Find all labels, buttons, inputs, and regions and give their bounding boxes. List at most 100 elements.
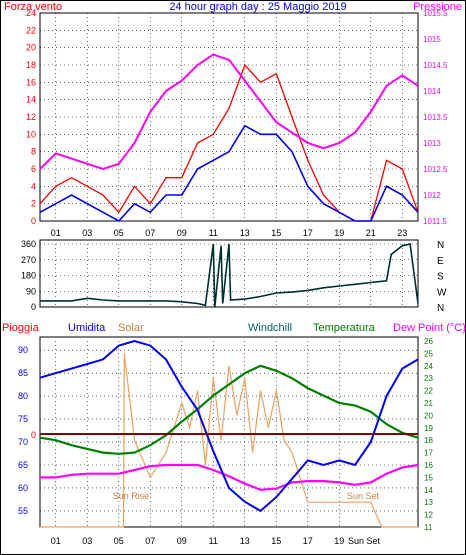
x-tick-label: 09: [177, 228, 187, 238]
legend-windchill: Windchill: [248, 322, 292, 334]
direction-tick-label: 90: [26, 286, 36, 296]
wind-grid: [40, 12, 418, 222]
x-tick-label: 19: [334, 536, 344, 546]
compass-label: S: [437, 272, 444, 283]
x-tick-label: 13: [240, 228, 250, 238]
temperature-tick-label: 17: [424, 449, 433, 458]
sunrise-label: Sun Rise: [113, 491, 150, 501]
direction-tick-label: 270: [21, 255, 36, 265]
x-tick-label: 11: [209, 536, 218, 546]
wind-series: [39, 53, 419, 223]
x-tick-label: 19: [334, 228, 344, 238]
wind-speed-line: [39, 63, 419, 222]
direction-chart-frame: [39, 239, 419, 308]
direction-tick-label: 360: [21, 239, 36, 249]
wind-tick-label: 14: [26, 95, 36, 105]
pressure-tick-label: 1013: [423, 139, 441, 148]
wind-axis-title: Forza vento: [4, 1, 62, 13]
sunset-label: Sun Set: [347, 491, 380, 501]
x-tick-label: 15: [271, 228, 281, 238]
direction-axis: 0 90 180 270 360: [21, 239, 36, 312]
humidity-tick-label: 60: [18, 483, 28, 493]
humidity-tick-label: 85: [18, 368, 28, 378]
legend: Pioggia Umidita Solar Windchill Temperat…: [2, 322, 466, 334]
wind-gust-line: [39, 124, 419, 223]
temperature-humidity-chart: 55 60 65 70 75 80 85 90 11 12 13 14 15 16 17 18 19 20 21 2…: [18, 336, 433, 546]
pressure-tick-label: 1014: [423, 87, 441, 96]
direction-grid: [40, 243, 418, 308]
legend-humidity: Umidita: [68, 322, 106, 334]
wind-tick-label: 4: [31, 181, 36, 191]
x-tick-label: 07: [145, 228, 155, 238]
compass-label: E: [437, 256, 444, 267]
x-tick-label: 01: [51, 536, 61, 546]
pressure-tick-label: 1013.5: [423, 113, 448, 122]
sunset-axis-label: Sun Set: [348, 536, 381, 546]
wind-tick-label: 2: [31, 199, 36, 209]
legend-dewpoint: Dew Point (°C): [393, 322, 466, 334]
temperature-tick-label: 15: [424, 473, 433, 482]
wind-tick-label: 24: [26, 8, 36, 18]
direction-tick-label: 0: [31, 302, 36, 312]
temperature-line: [39, 364, 419, 455]
temperature-axis: 11 12 13 14 15 16 17 18 19 20 21 22 23 24 25 26: [424, 337, 433, 532]
wind-tick-label: 22: [26, 25, 36, 35]
temperature-tick-label: 24: [424, 362, 433, 371]
wind-tick-label: 16: [26, 77, 36, 87]
temp-series: [39, 339, 419, 528]
wind-direction-line: [40, 243, 419, 308]
legend-temperature: Temperatura: [313, 322, 376, 334]
wind-tick-label: 20: [26, 43, 36, 53]
x-tick-label: 17: [303, 536, 313, 546]
wind-tick-label: 12: [26, 112, 36, 122]
humidity-line: [39, 339, 419, 513]
temperature-tick-label: 23: [424, 374, 433, 383]
temperature-tick-label: 22: [424, 387, 433, 396]
solar-line: [40, 353, 418, 528]
direction-series: [40, 243, 419, 308]
temp-chart-frame: [39, 336, 419, 528]
pressure-tick-label: 1012.5: [423, 165, 448, 174]
humidity-tick-label: 90: [18, 345, 28, 355]
pressure-line: [39, 53, 419, 171]
wind-tick-label: 0: [31, 216, 36, 226]
humidity-tick-label: 80: [18, 391, 28, 401]
compass-label: N: [437, 240, 444, 251]
x-tick-label: 01: [51, 228, 61, 238]
temperature-tick-label: 18: [424, 436, 433, 445]
temperature-tick-label: 26: [424, 337, 433, 346]
page-title: 24 hour graph day : 25 Maggio 2019: [169, 1, 346, 13]
direction-tick-label: 180: [21, 271, 36, 281]
pressure-tick-label: 1011.5: [423, 217, 447, 226]
humidity-tick-label: 75: [18, 414, 28, 424]
humidity-tick-label: 55: [18, 506, 28, 516]
humidity-axis: 55 60 65 70 75 80 85 90: [18, 345, 28, 516]
compass-label: W: [437, 287, 447, 298]
temperature-tick-label: 13: [424, 498, 433, 507]
wind-tick-label: 18: [26, 60, 36, 70]
pressure-axis: 1011.5 1012 1012.5 1013 1013.5 1014 1014.5 1015…: [423, 9, 448, 226]
temperature-tick-label: 25: [424, 349, 433, 358]
wind-tick-label: 10: [26, 129, 36, 139]
x-tick-label: 11: [209, 228, 218, 238]
humidity-tick-label: 70: [18, 437, 28, 447]
rain-value-label: 0: [31, 430, 36, 440]
x-tick-label: 07: [145, 536, 155, 546]
x-tick-label: 15: [271, 536, 281, 546]
legend-rain: Pioggia: [2, 322, 40, 334]
x-tick-label: 03: [82, 536, 92, 546]
x-tick-label: 05: [114, 228, 124, 238]
pressure-tick-label: 1012: [423, 191, 441, 200]
x-tick-label: 17: [303, 228, 313, 238]
pressure-tick-label: 1014.5: [423, 61, 448, 70]
temperature-tick-label: 19: [424, 424, 433, 433]
x-tick-label: 09: [177, 536, 187, 546]
temperature-tick-label: 16: [424, 461, 433, 470]
temperature-tick-label: 11: [424, 523, 433, 532]
humidity-tick-label: 65: [18, 460, 28, 470]
legend-solar: Solar: [118, 322, 144, 334]
x-tick-label: 21: [366, 228, 376, 238]
